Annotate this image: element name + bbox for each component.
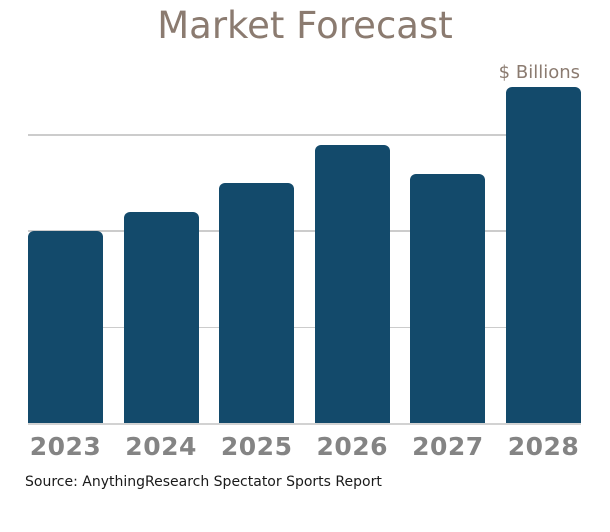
source-caption: Source: AnythingResearch Spectator Sport… xyxy=(25,474,382,490)
bar-2023 xyxy=(28,231,103,424)
chart-title: Market Forecast xyxy=(157,4,453,47)
plot-area xyxy=(28,86,581,425)
x-tick-label-2024: 2024 xyxy=(125,432,197,461)
x-tick-label-2025: 2025 xyxy=(220,432,293,461)
gridline-y-3 xyxy=(28,134,581,136)
bar-2028 xyxy=(506,86,581,424)
x-tick-label-2027: 2027 xyxy=(412,432,484,461)
bar-2026 xyxy=(314,144,390,424)
x-tick-label-2026: 2026 xyxy=(316,432,389,461)
bar-2027 xyxy=(410,173,486,424)
bar-2024 xyxy=(123,212,199,424)
gridline-y-1 xyxy=(28,326,581,329)
y-axis-unit-label: $ Billions xyxy=(498,62,580,83)
gridline-y-2 xyxy=(28,230,581,232)
bar-2025 xyxy=(219,183,295,424)
x-axis-line xyxy=(28,422,581,425)
x-tick-label-2023: 2023 xyxy=(29,432,102,461)
x-tick-label-2028: 2028 xyxy=(507,432,580,461)
